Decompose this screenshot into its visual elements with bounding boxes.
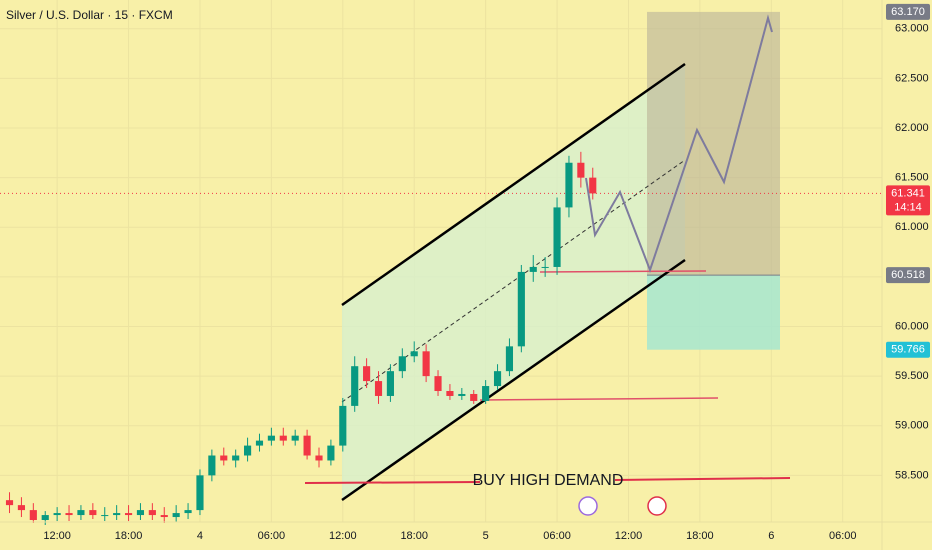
candle-body: [482, 386, 490, 401]
candle-body: [196, 475, 204, 511]
candle-body: [65, 513, 73, 516]
candle-body: [184, 510, 192, 514]
candle-body: [470, 393, 478, 401]
candle-body: [422, 351, 430, 377]
price-label: 63.170: [891, 6, 925, 18]
candle-body: [541, 266, 549, 268]
channel-lower: [341, 258, 686, 502]
candle-body: [434, 376, 442, 392]
candle-body: [5, 500, 14, 506]
candle-body: [386, 371, 394, 396]
stop-box: [647, 275, 780, 350]
x-tick-label: 12:00: [329, 530, 357, 542]
candle-body: [315, 455, 323, 461]
candle-body: [374, 381, 383, 396]
candle-body: [589, 177, 597, 194]
candle-body: [172, 513, 180, 518]
x-tick-label: 12:00: [615, 530, 643, 542]
candle-body: [351, 366, 359, 406]
price-label-box: [886, 267, 930, 284]
level-line: [539, 270, 707, 273]
price-label-box: [886, 185, 930, 216]
candle-body: [267, 435, 275, 441]
chart-title: Silver / U.S. Dollar · 15 · FXCM: [6, 8, 173, 22]
candle-body: [17, 505, 25, 511]
demand-line: [614, 477, 791, 481]
candle-body: [291, 435, 299, 441]
candle-body: [232, 455, 240, 461]
x-tick-label: 6: [768, 530, 774, 542]
x-tick-label: 06:00: [829, 530, 857, 542]
price-label-box: [886, 3, 930, 20]
candle-body: [517, 271, 525, 347]
candle-body: [208, 455, 216, 476]
candle-body: [41, 515, 49, 521]
x-tick-label: 4: [197, 530, 203, 542]
candle-body: [303, 435, 311, 456]
candle-body: [53, 513, 61, 516]
y-tick-label: 61.000: [895, 221, 929, 233]
y-tick-label: 62.500: [895, 72, 929, 84]
x-tick-label: 5: [483, 530, 489, 542]
y-tick-label: 58.500: [895, 469, 929, 481]
position-boxes: [0, 11, 882, 350]
candle-body: [77, 510, 85, 516]
event-icon[interactable]: [578, 496, 598, 516]
candle-body: [160, 515, 168, 518]
projection-path: [585, 14, 773, 273]
candle-body: [339, 405, 347, 446]
candle-body: [565, 162, 573, 208]
y-tick-label: 59.000: [895, 420, 929, 432]
price-countdown: 14:14: [894, 201, 922, 213]
x-tick-label: 18:00: [686, 530, 714, 542]
candle-body: [29, 510, 37, 521]
x-tick-label: 18:00: [400, 530, 428, 542]
candle-body: [410, 351, 418, 357]
candle-body: [255, 440, 264, 446]
price-label: 59.766: [891, 344, 925, 356]
axes: 58.50059.00059.50060.00060.50061.00061.5…: [43, 3, 930, 542]
candle-body: [148, 510, 156, 516]
channel-fill: [342, 64, 685, 500]
x-tick-label: 12:00: [43, 530, 71, 542]
candle-body: [446, 391, 454, 396]
grid: [0, 0, 882, 522]
price-label: 61.341: [891, 187, 925, 199]
demand-line: [304, 481, 481, 484]
candle-body: [398, 356, 406, 372]
y-tick-label: 63.000: [895, 23, 929, 35]
candle-body: [89, 510, 97, 516]
y-tick-label: 62.000: [895, 122, 929, 134]
candle-body: [244, 445, 252, 456]
candle-body: [458, 393, 466, 396]
channel-upper: [341, 62, 686, 307]
candle-body: [101, 515, 109, 517]
annotation: BUY HIGH DEMAND: [473, 472, 624, 489]
y-tick-label: 60.000: [895, 320, 929, 332]
candle-body: [505, 346, 514, 372]
candle-body: [493, 371, 502, 387]
candle-body: [553, 207, 561, 267]
y-tick-label: 59.500: [895, 370, 929, 382]
candles: [5, 151, 597, 525]
candle-body: [124, 513, 133, 516]
level-line: [479, 397, 719, 401]
x-tick-label: 06:00: [258, 530, 286, 542]
candle-body: [136, 510, 145, 516]
candle-body: [529, 266, 537, 272]
candle-body: [577, 162, 585, 178]
price-label: 60.518: [891, 269, 925, 281]
x-tick-label: 06:00: [543, 530, 571, 542]
x-tick-label: 18:00: [115, 530, 143, 542]
y-tick-label: 61.500: [895, 172, 929, 184]
event-icon[interactable]: [647, 496, 667, 516]
price-label-box: [886, 341, 930, 358]
candle-body: [363, 366, 371, 382]
candle-body: [220, 455, 228, 461]
candle-body: [279, 435, 287, 441]
candle-body: [327, 445, 335, 461]
candle-body: [113, 513, 121, 516]
